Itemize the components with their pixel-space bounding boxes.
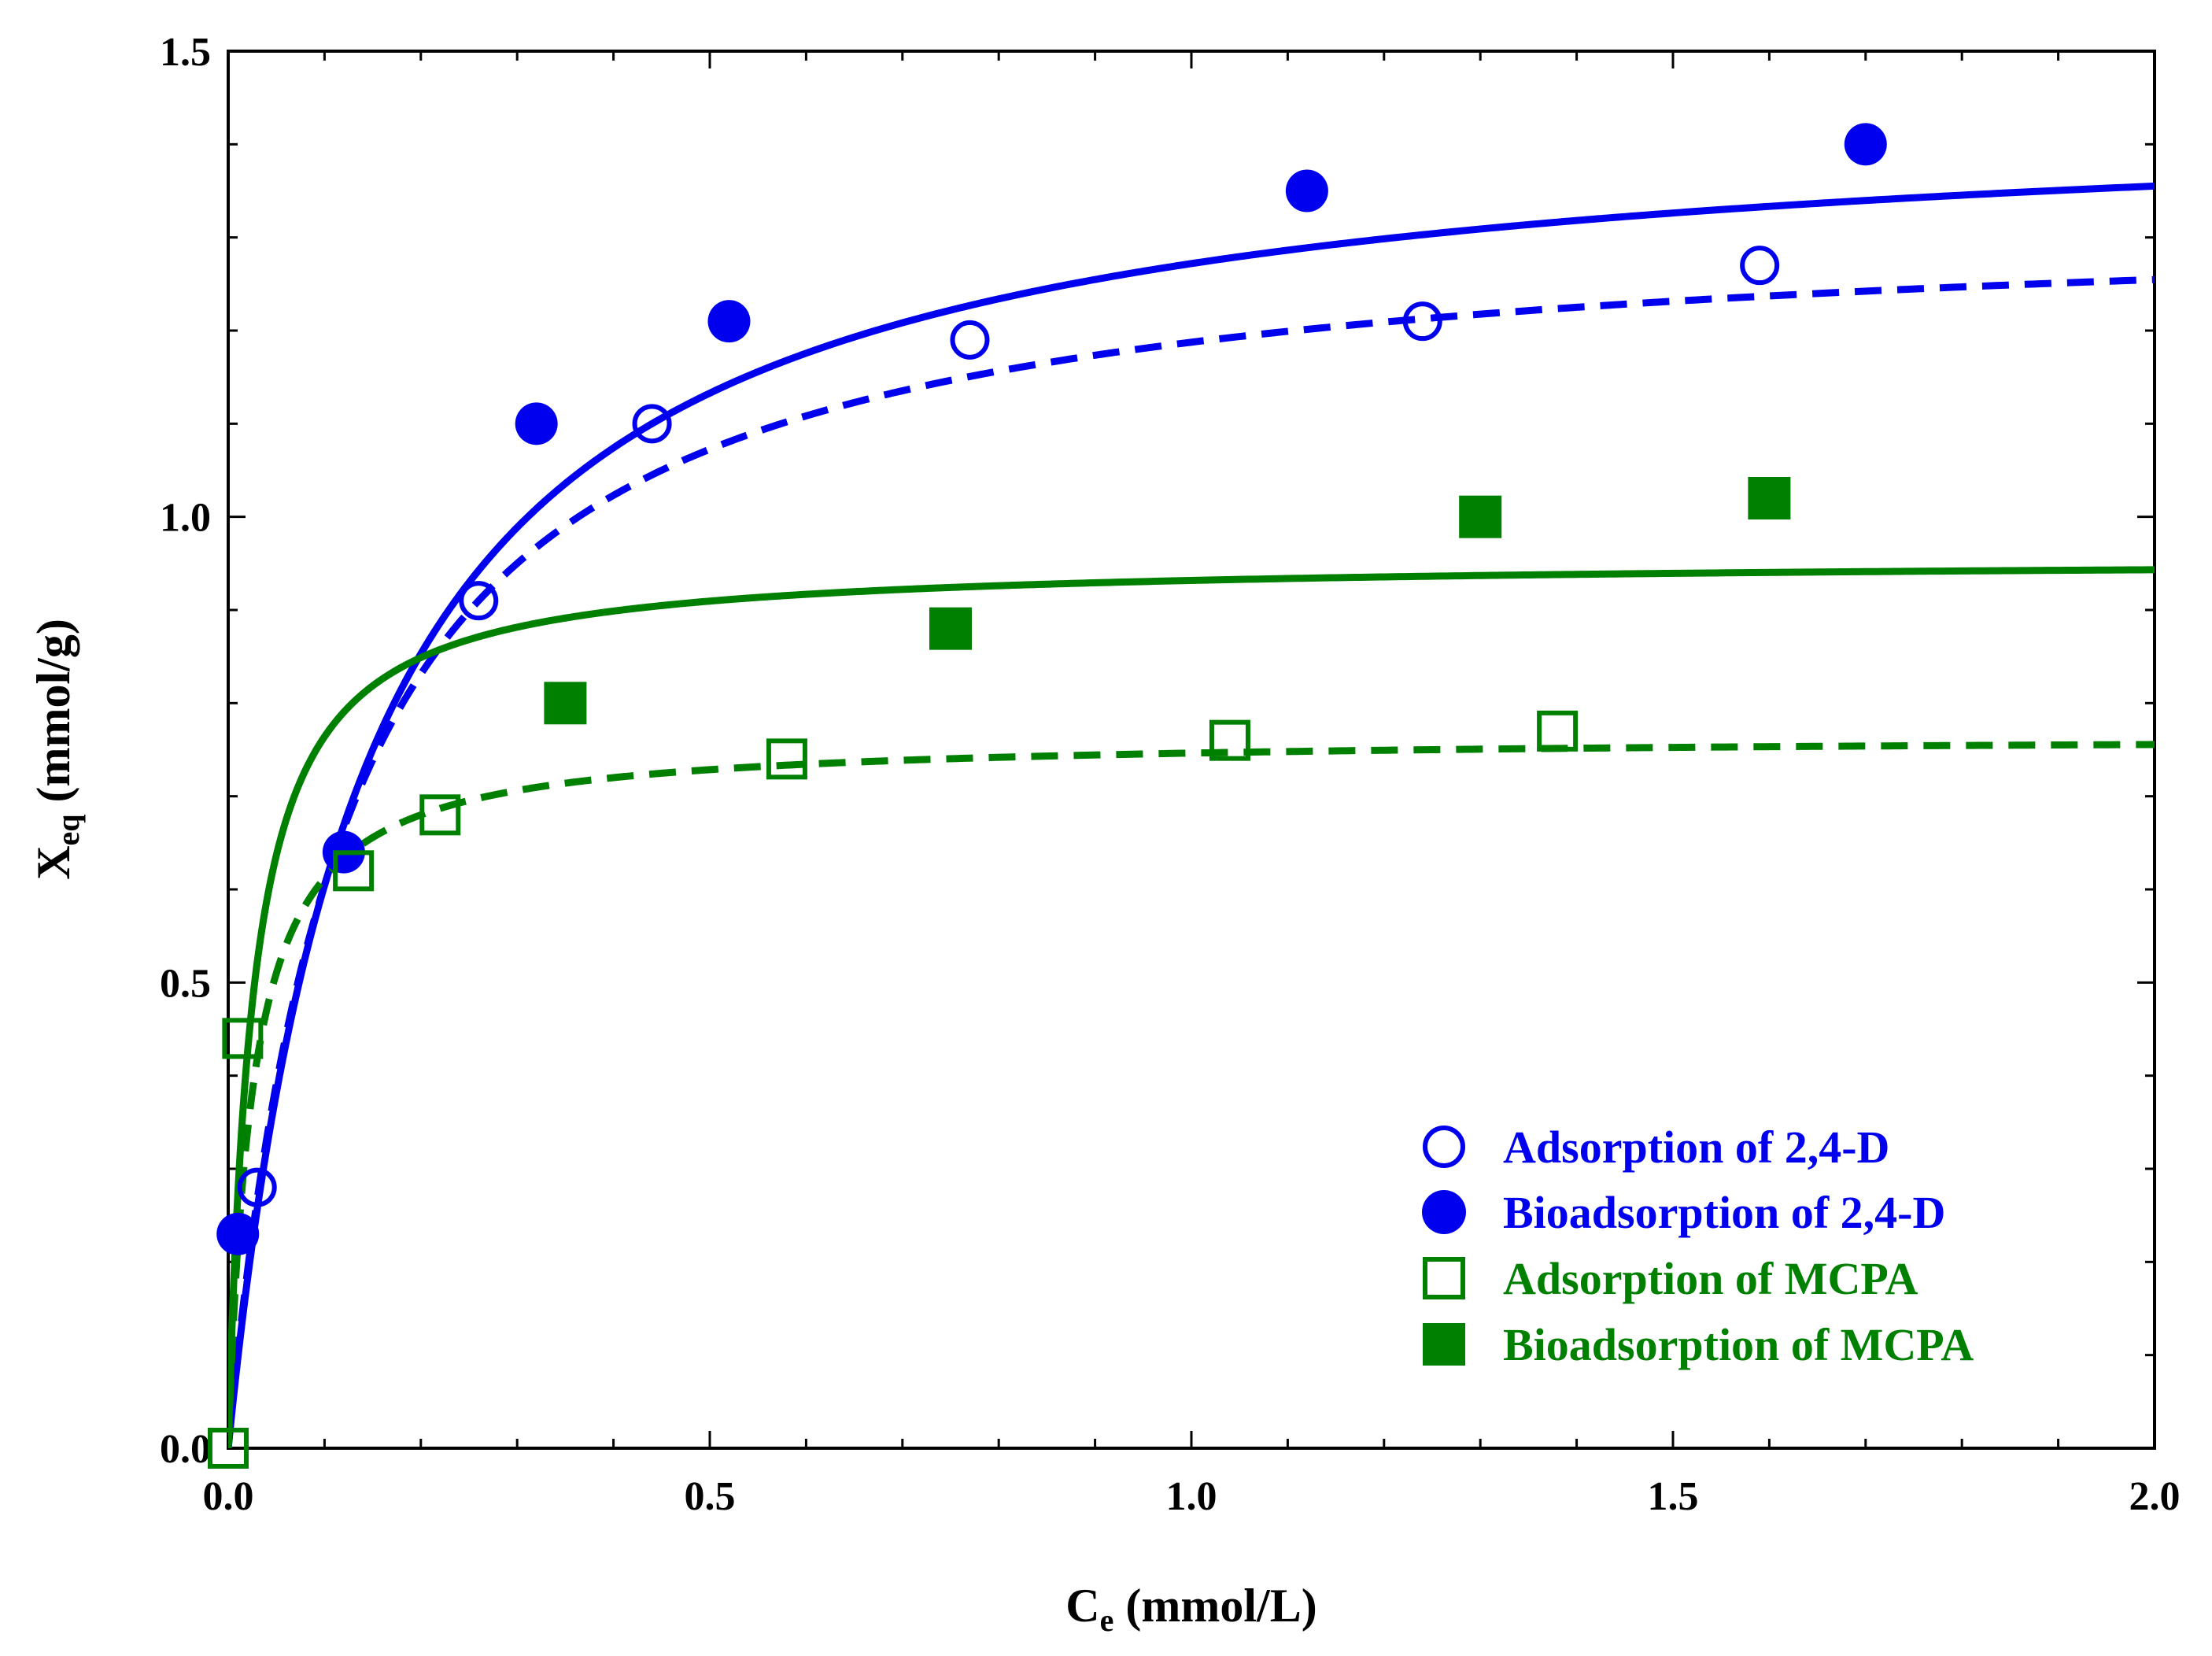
data-point-filled-circle bbox=[216, 1212, 260, 1255]
data-point-filled-square bbox=[1748, 477, 1791, 519]
data-point-filled-circle bbox=[515, 402, 558, 445]
legend-label-adsorption-24d: Adsorption of 2,4-D bbox=[1503, 1122, 1889, 1173]
data-point-open-circle bbox=[632, 404, 672, 444]
tick-labels: 0.0 0.5 1.0 1.5 2.0 0.0 0.5 1.0 1.5 bbox=[160, 30, 2181, 1519]
data-point-open-circle bbox=[950, 320, 990, 360]
y-axis-label-unit: (mmol/g) bbox=[28, 619, 79, 814]
y-axis-label-sub: eq bbox=[50, 814, 86, 845]
data-point-open-circle bbox=[1402, 301, 1442, 342]
data-point-open-circle bbox=[459, 581, 499, 621]
data-point-filled-circle bbox=[1844, 123, 1887, 166]
data-point-filled-circle bbox=[707, 300, 751, 343]
legend-marker-adsorption-24d bbox=[1423, 1126, 1465, 1168]
y-axis-label-main: X bbox=[28, 845, 79, 879]
data-point-open-circle bbox=[1740, 246, 1780, 286]
legend-marker-bioadsorption-24d bbox=[1422, 1190, 1466, 1234]
legend-label-adsorption-mcpa: Adsorption of MCPA bbox=[1503, 1253, 1918, 1304]
legend-marker-bioadsorption-mcpa bbox=[1423, 1323, 1465, 1366]
data-point-open-square bbox=[419, 794, 461, 836]
x-tick-label: 0.5 bbox=[685, 1474, 736, 1519]
legend-label-bioadsorption-24d: Bioadsorption of 2,4-D bbox=[1503, 1187, 1945, 1238]
fit-curves bbox=[228, 182, 2155, 1448]
tick-marks bbox=[227, 50, 2156, 1450]
x-axis-label-sub: e bbox=[1100, 1602, 1114, 1638]
data-point-filled-square bbox=[929, 607, 972, 650]
legend-marker-adsorption-mcpa bbox=[1423, 1257, 1465, 1299]
x-axis-label-main: C bbox=[1065, 1580, 1099, 1632]
data-point-open-square bbox=[222, 1018, 264, 1059]
x-tick-label: 1.0 bbox=[1166, 1474, 1217, 1519]
data-point-open-square bbox=[208, 1428, 249, 1469]
x-axis-label-unit: (mmol/L) bbox=[1113, 1580, 1316, 1632]
x-tick-label: 1.5 bbox=[1648, 1474, 1699, 1519]
data-point-filled-square bbox=[1459, 495, 1502, 538]
data-point-open-square bbox=[766, 738, 807, 780]
data-point-open-square bbox=[1537, 710, 1579, 752]
x-tick-label: 2.0 bbox=[2129, 1474, 2181, 1519]
legend-label-bioadsorption-mcpa: Bioadsorption of MCPA bbox=[1503, 1319, 1974, 1370]
data-point-filled-square bbox=[544, 682, 587, 725]
y-tick-label: 1.0 bbox=[160, 496, 211, 541]
x-axis-label: Ce (mmol/L) bbox=[1065, 1580, 1316, 1638]
fit-curve-2 bbox=[228, 566, 2155, 1448]
y-axis-label: Xeq (mmol/g) bbox=[28, 619, 86, 880]
y-tick-label: 1.5 bbox=[160, 30, 211, 75]
data-point-open-square bbox=[333, 850, 375, 892]
data-point-open-square bbox=[1209, 719, 1250, 761]
fit-curve-1 bbox=[228, 275, 2155, 1448]
data-point-filled-circle bbox=[1285, 169, 1328, 213]
legend: Adsorption of 2,4-D Bioadsorption of 2,4… bbox=[1422, 1122, 1974, 1370]
y-tick-label: 0.5 bbox=[160, 961, 211, 1006]
data-points bbox=[208, 123, 1887, 1469]
data-point-open-circle bbox=[237, 1167, 277, 1207]
x-tick-label: 0.0 bbox=[203, 1474, 254, 1519]
y-tick-label: 0.0 bbox=[160, 1427, 211, 1472]
